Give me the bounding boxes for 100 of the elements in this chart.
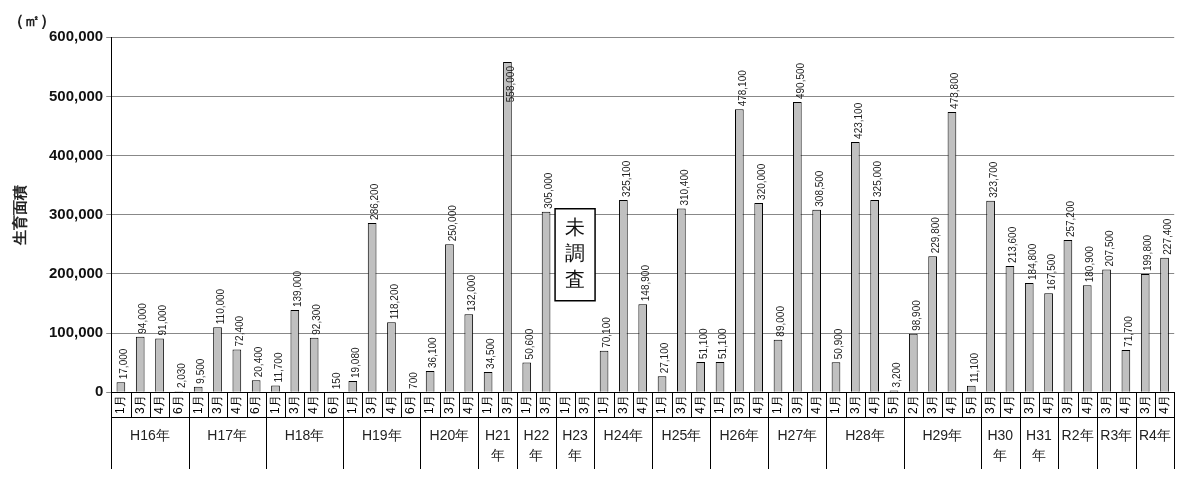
x-tick-label: 3月 <box>615 395 630 415</box>
x-tick-label: 1月 <box>113 395 128 415</box>
x-tick-label: 1月 <box>345 395 360 415</box>
data-label: 50,600 <box>524 328 535 360</box>
x-tick-label: 1月 <box>480 395 495 415</box>
x-tick-label: 3月 <box>499 395 514 415</box>
x-tick-label: 1月 <box>267 395 282 415</box>
x-tick-label: 3月 <box>441 395 456 415</box>
text: H22年 <box>523 426 550 463</box>
data-label: 27,100 <box>659 342 671 374</box>
data-label: 310,400 <box>678 169 690 206</box>
x-tick-label: 4月 <box>635 395 650 415</box>
data-label: 11,100 <box>968 352 980 383</box>
data-label: 72,400 <box>234 315 246 347</box>
x-tick-label: 4月 <box>229 395 244 415</box>
data-label: 308,500 <box>813 170 825 207</box>
x-tick-label: 4月 <box>1118 395 1133 415</box>
text: H20年 <box>429 426 470 443</box>
data-label: 91,000 <box>156 304 168 336</box>
text: H25年 <box>661 426 702 443</box>
data-label: 325,100 <box>620 160 632 197</box>
data-label: 9,500 <box>195 358 207 384</box>
x-tick-label: 5月 <box>886 395 901 415</box>
y-axis-title: 生育面積 <box>11 184 29 246</box>
x-tick-label: 4月 <box>151 395 166 415</box>
x-tick-label: 6月 <box>403 395 418 415</box>
y-tick-label: 300,000 <box>48 204 104 222</box>
data-label: 70,100 <box>601 316 613 348</box>
data-label: 92,300 <box>311 303 323 335</box>
text: H23年 <box>562 426 589 463</box>
data-label: 50,900 <box>833 328 845 360</box>
x-tick-label: 3月 <box>1060 395 1075 415</box>
x-tick-label: 3月 <box>982 395 997 415</box>
x-tick-label: 4月 <box>1040 395 1055 415</box>
y-tick-label: 400,000 <box>48 145 104 163</box>
x-tick-label: 3月 <box>577 395 592 415</box>
data-label: 98,900 <box>910 299 922 331</box>
text: H29年 <box>922 426 963 443</box>
x-tick-label: 3月 <box>364 395 379 415</box>
x-tick-label: 1月 <box>770 395 785 415</box>
text: H17年 <box>207 426 248 443</box>
x-tick-label: 3月 <box>287 395 302 415</box>
data-label: 71,700 <box>1123 315 1135 347</box>
data-label: 207,500 <box>1103 229 1115 267</box>
data-label: 490,500 <box>794 62 806 100</box>
text: H24年 <box>603 426 644 443</box>
data-label: 34,500 <box>485 337 497 369</box>
data-label: 36,100 <box>427 336 439 368</box>
x-tick-label: 1月 <box>422 395 437 415</box>
text: H16年 <box>130 426 170 443</box>
x-tick-label: 3月 <box>209 395 224 415</box>
text: H18年 <box>284 426 325 443</box>
x-tick-label: 4月 <box>1002 395 1017 415</box>
data-label: 132,000 <box>466 274 478 312</box>
text: H19年 <box>361 426 402 443</box>
x-tick-label: 1月 <box>519 395 534 415</box>
data-label: 51,100 <box>717 328 729 360</box>
data-label: 199,800 <box>1142 234 1154 272</box>
x-tick-label: 3月 <box>538 395 553 415</box>
x-tick-label: 4月 <box>693 395 708 415</box>
x-tick-label: 3月 <box>1137 395 1152 415</box>
x-tick-label: 4月 <box>944 395 959 415</box>
data-label: 323,700 <box>987 161 999 198</box>
data-label: 17,000 <box>118 348 130 380</box>
data-label: 51,100 <box>697 328 709 360</box>
y-tick-label: 500,000 <box>48 86 104 104</box>
x-tick-label: 5月 <box>963 395 978 415</box>
text: H31年 <box>1026 426 1052 463</box>
data-label: 94,000 <box>137 302 149 334</box>
data-label: 148,900 <box>639 264 651 302</box>
data-label: 286,200 <box>369 183 381 220</box>
data-label: 11,700 <box>272 352 284 383</box>
data-label: 473,800 <box>949 72 961 109</box>
x-tick-label: 4月 <box>461 395 476 415</box>
data-label: 229,800 <box>929 216 941 254</box>
data-label: 250,000 <box>446 204 458 242</box>
data-label: 184,800 <box>1026 243 1038 280</box>
x-tick-label: 3月 <box>731 395 746 415</box>
x-tick-label: 3月 <box>673 395 688 415</box>
x-tick-label: 4月 <box>383 395 398 415</box>
x-tick-label: 1月 <box>557 395 572 415</box>
x-tick-label: 1月 <box>596 395 611 415</box>
y-tick-label: 200,000 <box>48 264 104 282</box>
x-tick-label: 4月 <box>1156 395 1171 415</box>
x-tick-label: 4月 <box>866 395 881 415</box>
x-tick-label: 4月 <box>1079 395 1094 415</box>
data-label: 478,100 <box>736 69 748 107</box>
annotation: 未調査 <box>565 216 586 291</box>
text: R2年 <box>1061 426 1094 443</box>
x-tick-label: 4月 <box>808 395 823 415</box>
y-tick-label: 100,000 <box>48 323 104 341</box>
data-label: 325,000 <box>871 160 883 197</box>
data-label: 227,400 <box>1161 218 1173 255</box>
x-tick-label: 2月 <box>905 395 920 415</box>
text: H28年 <box>845 426 885 443</box>
data-label: 139,000 <box>292 270 304 308</box>
x-tick-label: 3月 <box>789 395 804 415</box>
text: H26年 <box>719 426 760 443</box>
data-label: 320,000 <box>755 163 767 200</box>
data-label: 257,200 <box>1065 200 1077 238</box>
